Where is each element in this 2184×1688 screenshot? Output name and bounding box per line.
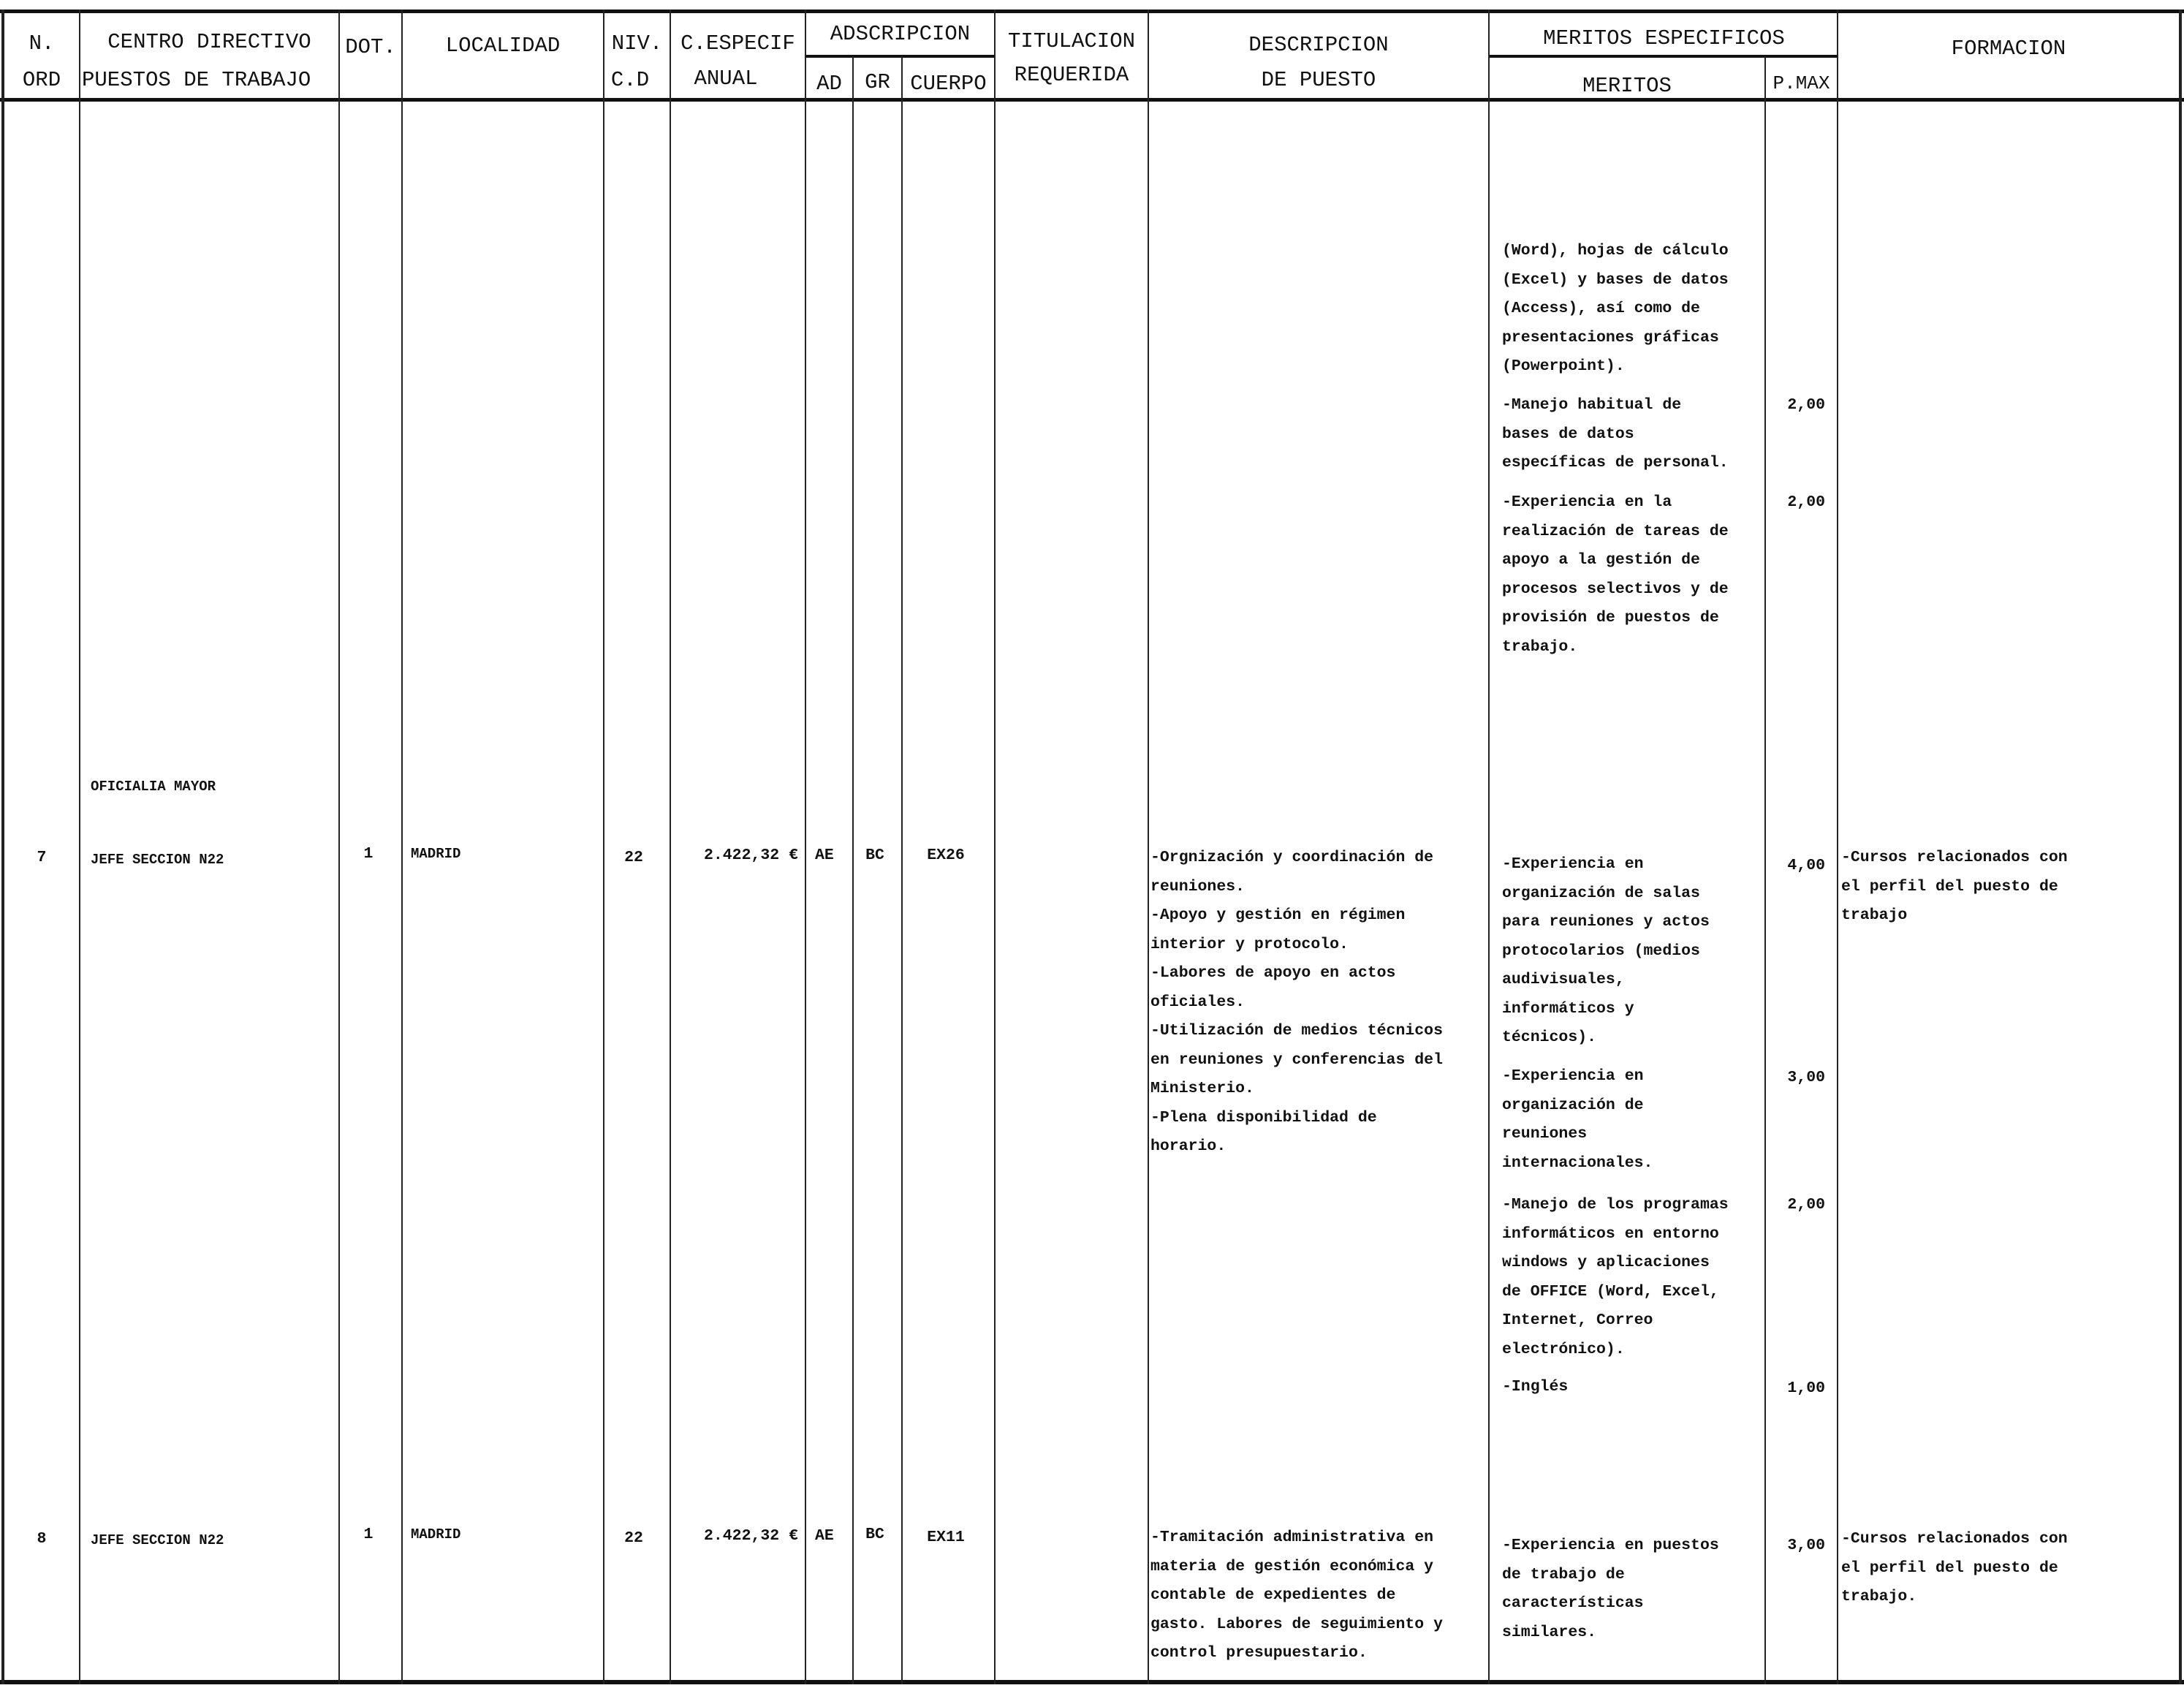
row-ad: AE [815,847,834,864]
merito-text: -Manejo de los programas informáticos en… [1502,1196,1729,1358]
row-n-ord: 8 [37,1530,47,1548]
row-niv: 22 [624,849,643,866]
header-meritos-especificos: MERITOS ESPECIFICOS [1543,26,1785,50]
merito-text: -Experiencia en la realización de tareas… [1502,493,1729,656]
group-heading: OFICIALIA MAYOR [91,779,216,795]
header-formacion: FORMACION [1951,37,2066,61]
merito-text: -Inglés [1502,1378,1569,1396]
header-de-puesto: DE PUESTO [1261,68,1376,92]
row-descripcion: -Tramitación administrativa en materia d… [1150,1529,1443,1662]
row-dot: 1 [363,1526,374,1543]
col-rule [1837,10,1838,1684]
row-ad: AE [815,1527,834,1545]
col-rule [2179,10,2182,1684]
row-formacion: -Cursos relacionados con el perfil del p… [1841,1530,2068,1605]
adscripcion-split-rule [805,55,994,58]
col-rule [79,10,80,1684]
col-rule [901,56,903,1684]
merito-pmax: 3,00 [1787,1069,1825,1086]
merito-text: (Word), hojas de cálculo (Excel) y bases… [1502,242,1729,375]
header-requerida: REQUERIDA [1014,63,1129,87]
header-niv: NIV. [611,31,663,56]
merito-text: -Manejo habitual de bases de datos espec… [1502,396,1729,472]
merito-text: -Experiencia en puestos de trabajo de ca… [1502,1537,1719,1641]
merito-text: -Experiencia en organización de reunione… [1502,1067,1653,1172]
col-rule [994,10,996,1684]
header-puestos-de-trabajo: PUESTOS DE TRABAJO [82,68,311,92]
merito-pmax: 2,00 [1787,1196,1825,1214]
merito-text: -Experiencia en organización de salas pa… [1502,855,1710,1046]
col-rule [1764,56,1766,1684]
header-ord: ORD [22,68,61,92]
row-dot: 1 [363,845,374,863]
header-anual: ANUAL [694,67,758,91]
table-bottom-rule [0,1680,2184,1684]
row-cuerpo: EX11 [927,1529,965,1546]
col-rule [603,10,604,1684]
col-rule [401,10,403,1684]
header-cd: C.D [610,68,650,92]
col-rule [1148,10,1149,1684]
row-puesto: JEFE SECCION N22 [91,1532,224,1548]
header-localidad: LOCALIDAD [445,34,561,58]
col-rule [338,10,340,1684]
row-niv: 22 [624,1529,643,1547]
row-gr: BC [865,1526,884,1543]
header-c-especif: C.ESPECIF [680,31,795,56]
row-cuerpo: EX26 [927,847,965,864]
merito-pmax: 2,00 [1787,493,1825,511]
row-gr: BC [865,847,884,864]
header-n: N. [29,31,55,56]
row-formacion: -Cursos relacionados con el perfil del p… [1841,849,2068,924]
merito-pmax: 1,00 [1787,1379,1825,1397]
header-titulacion: TITULACION [1007,29,1136,53]
header-top-rule [0,10,2184,13]
merito-pmax: 4,00 [1787,857,1825,874]
header-pmax: P.MAX [1772,72,1830,94]
header-centro-directivo: CENTRO DIRECTIVO [107,30,311,54]
row-c-especif: 2.422,32 € [703,1527,798,1545]
meritos-split-rule [1488,55,1837,58]
merito-pmax: 2,00 [1787,396,1825,414]
row-localidad: MADRID [411,846,461,862]
col-rule [670,10,671,1684]
header-meritos: MERITOS [1582,74,1672,98]
row-n-ord: 7 [37,849,47,866]
col-rule [852,56,854,1684]
col-rule [1488,10,1490,1684]
row-puesto: JEFE SECCION N22 [91,852,224,868]
col-rule [805,10,806,1684]
row-c-especif: 2.422,32 € [703,847,798,864]
header-ad: AD [816,72,842,96]
header-adscripcion: ADSCRIPCION [830,22,971,46]
row-descripcion: -Orgnización y coordinación de reuniones… [1150,849,1443,1155]
header-gr: GR [865,70,890,94]
merito-pmax: 3,00 [1787,1537,1825,1554]
col-rule [1,10,4,1684]
header-cuerpo: CUERPO [910,72,987,96]
header-descripcion: DESCRIPCION [1248,33,1389,57]
header-bottom-rule [0,98,2184,102]
header-dot: DOT. [345,35,396,59]
row-localidad: MADRID [411,1526,461,1543]
